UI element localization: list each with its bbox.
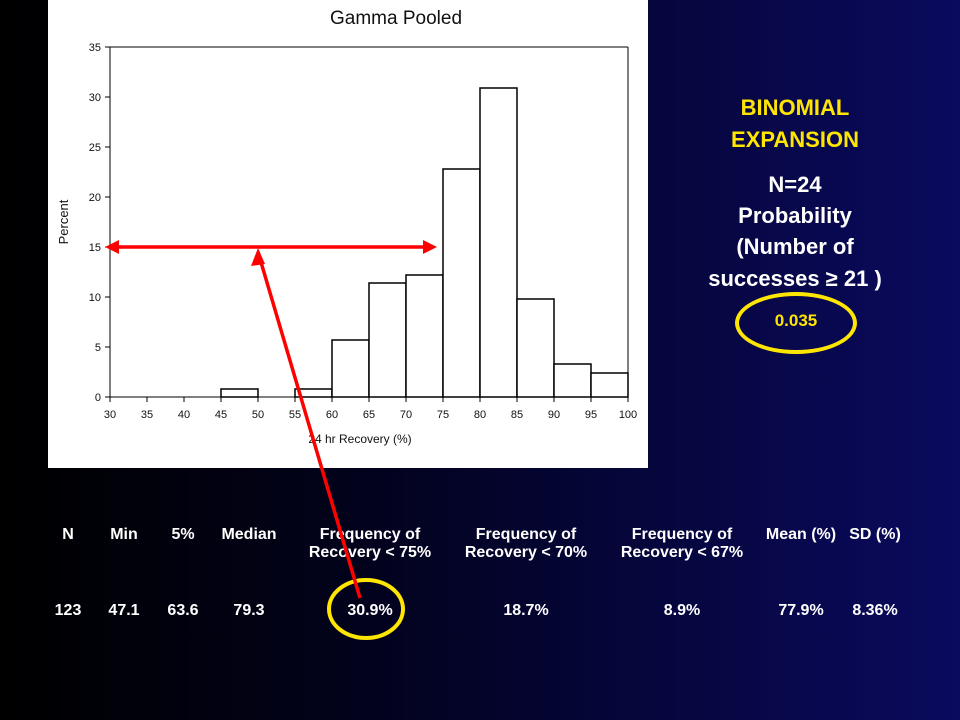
chart-title: Gamma Pooled — [330, 8, 462, 29]
header-min: Min — [110, 526, 138, 543]
x-tick-label: 75 — [437, 409, 449, 421]
histogram-bar — [590, 372, 629, 398]
y-tick-label: 35 — [89, 42, 101, 54]
histogram-bar — [368, 282, 407, 398]
probability-highlight-oval — [735, 292, 857, 354]
header-n: N — [62, 526, 74, 543]
x-tick-label: 85 — [511, 409, 523, 421]
x-tick-label: 70 — [400, 409, 412, 421]
y-tick-label: 0 — [95, 392, 101, 404]
cell-median: 79.3 — [233, 602, 265, 619]
x-tick-label: 30 — [104, 409, 116, 421]
cell-freq-75: 30.9% — [347, 602, 393, 619]
x-tick-label: 40 — [178, 409, 190, 421]
histogram-bar — [405, 274, 444, 398]
side-title-line1: BINOMIAL — [740, 95, 850, 120]
x-tick-label: 90 — [548, 409, 560, 421]
cell-min: 47.1 — [108, 602, 140, 619]
y-tick-label: 30 — [89, 92, 101, 104]
y-axis-label: Percent — [56, 199, 71, 244]
histogram-bar — [331, 339, 370, 398]
header-freq-75: Frequency of Recovery < 75% — [308, 526, 432, 561]
cell-freq-67: 8.9% — [663, 602, 701, 619]
histogram-bar — [294, 388, 333, 398]
side-title-line2: EXPANSION — [731, 127, 859, 152]
histogram-bar — [516, 298, 555, 398]
histogram-bar — [220, 388, 259, 398]
x-tick-label: 50 — [252, 409, 264, 421]
y-tick-label: 25 — [89, 142, 101, 154]
x-tick-label: 55 — [289, 409, 301, 421]
annotation-right-arrowhead — [423, 240, 437, 254]
side-text-line1: N=24 — [768, 172, 822, 197]
table-header-row: N Min 5% Median Frequency of Recovery < … — [48, 526, 908, 592]
header-freq-67: Frequency of Recovery < 67% — [620, 526, 744, 561]
table-row: 123 47.1 63.6 79.3 30.9% 18.7% 8.9% 77.9… — [48, 592, 908, 620]
histogram-chart: Gamma Pooled 0 5 10 15 20 25 30 35 30 35 40 45 50 55 6… — [56, 8, 637, 446]
header-freq-70: Frequency of Recovery < 70% — [464, 526, 588, 561]
side-text-line3: (Number of — [736, 234, 854, 259]
histogram-bar — [479, 87, 518, 398]
x-axis-label: 24 hr Recovery (%) — [308, 432, 411, 446]
histogram-bar — [442, 168, 481, 398]
y-tick-label: 10 — [89, 292, 101, 304]
x-tick-label: 80 — [474, 409, 486, 421]
probability-value: 0.035 — [774, 311, 818, 330]
cell-mean: 77.9% — [778, 602, 824, 619]
x-tick-label: 60 — [326, 409, 338, 421]
y-tick-label: 5 — [95, 342, 101, 354]
side-text-line4: successes ≥ 21 ) — [708, 266, 882, 291]
x-tick-label: 65 — [363, 409, 375, 421]
x-tick-label: 45 — [215, 409, 227, 421]
cell-n: 123 — [54, 602, 82, 619]
cell-sd: 8.36% — [852, 602, 898, 619]
header-sd: SD (%) — [849, 526, 901, 543]
y-tick-label: 15 — [89, 242, 101, 254]
histogram-panel: Gamma Pooled 0 5 10 15 20 25 30 35 30 35 40 45 50 55 6… — [48, 0, 648, 468]
side-text-line2: Probability — [738, 203, 852, 228]
x-tick-label: 95 — [585, 409, 597, 421]
summary-table: N Min 5% Median Frequency of Recovery < … — [48, 526, 908, 620]
header-5pct: 5% — [171, 526, 195, 543]
x-tick-label: 100 — [619, 409, 637, 421]
header-mean: Mean (%) — [765, 526, 837, 543]
annotation-left-arrowhead — [105, 240, 119, 254]
cell-freq-70: 18.7% — [503, 602, 549, 619]
cell-5pct: 63.6 — [167, 602, 199, 619]
y-tick-label: 20 — [89, 192, 101, 204]
histogram-bar — [553, 363, 592, 398]
header-median: Median — [221, 526, 277, 543]
x-tick-label: 35 — [141, 409, 153, 421]
